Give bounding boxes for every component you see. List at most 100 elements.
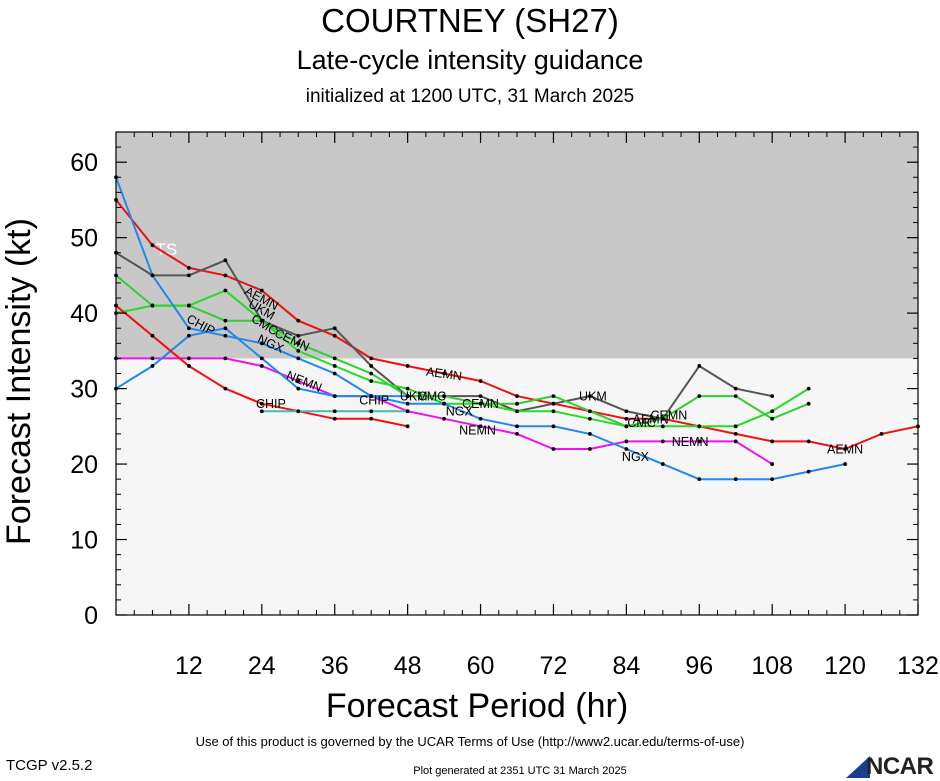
data-point <box>442 416 446 421</box>
x-tick-label: 84 <box>612 652 640 680</box>
data-point <box>187 326 191 331</box>
series-label-group: AEMN <box>827 442 863 456</box>
data-point <box>332 416 337 421</box>
series-label: NGX <box>446 405 474 419</box>
data-point <box>405 386 410 391</box>
data-point <box>624 409 629 414</box>
data-point <box>369 394 374 399</box>
x-axis-title: Forecast Period (hr) <box>326 687 628 725</box>
tropical-storm-band <box>116 132 918 359</box>
series-label-group: AEMN <box>633 412 669 426</box>
data-point <box>733 386 738 391</box>
data-point <box>296 333 301 338</box>
y-tick-label: 10 <box>70 527 98 555</box>
data-point <box>259 364 264 368</box>
data-point <box>405 424 410 429</box>
data-point <box>332 409 337 414</box>
data-point <box>733 431 738 436</box>
series-chip-6 <box>114 326 410 399</box>
data-point <box>296 348 301 353</box>
series-label: AEMN <box>827 442 863 456</box>
series-label-group: CHIP <box>359 393 389 407</box>
series-label: CMC <box>418 390 446 404</box>
series-label-group: CEMN <box>462 397 499 411</box>
data-point <box>515 431 519 436</box>
series-cemn-3 <box>114 288 811 429</box>
data-point <box>405 409 410 414</box>
data-point <box>770 439 775 444</box>
series-label: CHIP <box>256 397 286 411</box>
tropical-storm-band-label: TS <box>155 240 177 259</box>
data-point <box>843 447 847 451</box>
data-point <box>223 356 228 361</box>
series-label: UKM <box>579 390 607 404</box>
data-point <box>770 394 775 399</box>
data-point <box>259 409 264 414</box>
data-point <box>187 333 191 338</box>
data-point <box>770 477 775 482</box>
data-point <box>588 394 592 399</box>
data-point <box>588 431 592 436</box>
data-point <box>660 462 665 466</box>
data-point <box>697 364 702 368</box>
data-point <box>187 356 191 361</box>
data-point <box>843 462 847 466</box>
ncar-logo-text: NCAR <box>866 753 934 780</box>
data-point <box>624 439 629 444</box>
data-point <box>879 431 884 436</box>
data-point <box>405 364 410 368</box>
data-point <box>588 409 592 414</box>
series-label-group: CEMN <box>650 409 687 423</box>
data-point <box>223 386 228 391</box>
data-point <box>770 416 775 421</box>
data-point <box>624 447 629 451</box>
data-point <box>405 394 410 399</box>
data-point <box>515 401 519 406</box>
data-point <box>478 394 483 399</box>
data-point <box>478 379 483 383</box>
ncar-logo: NCAR <box>846 752 936 780</box>
data-point <box>442 371 446 376</box>
series-label: AEMN <box>633 412 669 426</box>
data-point <box>806 386 811 391</box>
data-point <box>296 386 301 391</box>
data-point <box>369 409 374 414</box>
data-point <box>806 439 811 444</box>
y-tick-label: 0 <box>84 602 98 630</box>
x-tick-label: 60 <box>467 652 495 680</box>
data-point <box>259 341 264 346</box>
x-tick-label: 12 <box>175 652 203 680</box>
version-label: TCGP v2.5.2 <box>6 757 93 774</box>
ncar-logo-mark-icon <box>846 756 870 778</box>
data-point <box>150 333 155 338</box>
data-point <box>697 477 702 482</box>
series-label-group: CMC <box>627 416 655 430</box>
data-point <box>588 416 592 421</box>
data-point <box>442 401 446 406</box>
data-point <box>259 356 264 361</box>
initialization-time: initialized at 1200 UTC, 31 March 2025 <box>305 86 635 107</box>
data-point <box>369 416 374 421</box>
chart-title: COURTNEY (SH27) <box>321 2 619 39</box>
data-point <box>733 439 738 444</box>
y-tick-label: 50 <box>70 225 98 253</box>
data-point <box>296 341 301 346</box>
data-point <box>551 401 556 406</box>
data-point <box>442 394 446 399</box>
y-tick-label: 60 <box>70 149 98 177</box>
data-point <box>259 401 264 406</box>
data-point <box>150 303 155 308</box>
y-tick-label: 40 <box>70 300 98 328</box>
series-label-group: NEMN <box>672 435 709 449</box>
data-point <box>660 439 665 444</box>
series-label: NEMN <box>672 435 709 449</box>
data-point <box>515 424 519 429</box>
data-point <box>332 333 337 338</box>
data-point <box>223 288 228 293</box>
data-point <box>150 273 155 278</box>
data-point <box>806 469 811 474</box>
series-label: CEMN <box>462 397 499 411</box>
generated-timestamp: Plot generated at 2351 UTC 31 March 2025 <box>413 765 627 777</box>
series-nemn-4 <box>114 356 775 466</box>
